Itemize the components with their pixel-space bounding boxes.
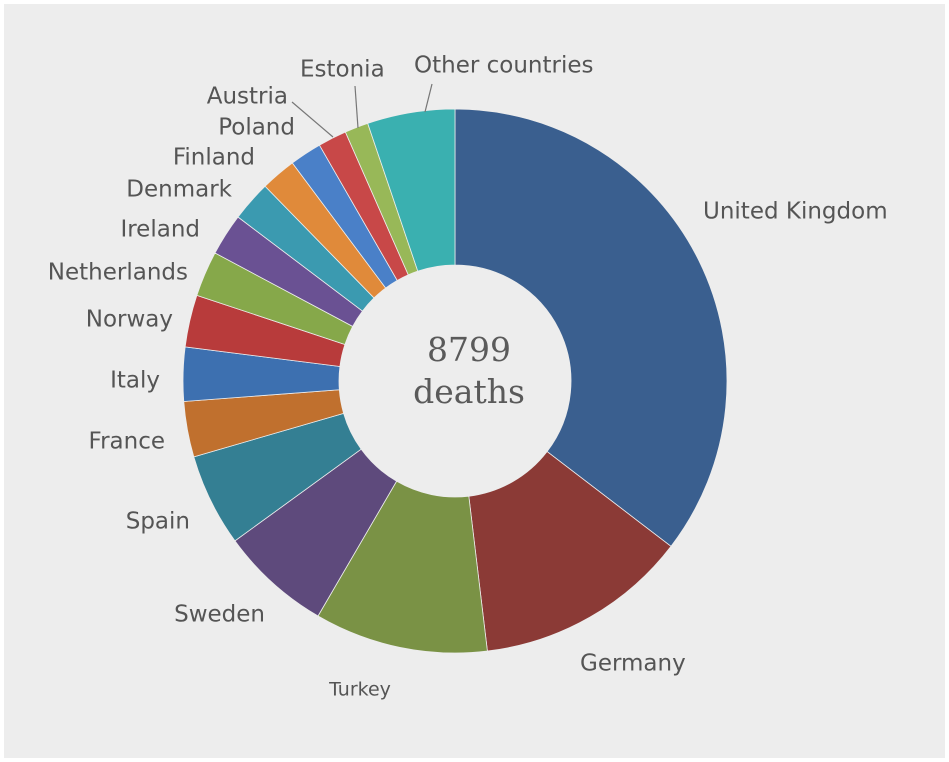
slice — [468, 450, 672, 652]
slice-label: Austria — [207, 84, 288, 110]
slice-label: Ireland — [120, 217, 200, 243]
slice-label: Norway — [86, 307, 173, 333]
slice — [367, 108, 456, 272]
slice-label: Netherlands — [48, 260, 188, 286]
slice-label: France — [89, 429, 165, 455]
slice-label: Sweden — [174, 602, 265, 628]
slice-label: Denmark — [126, 177, 232, 203]
slice-label: Estonia — [300, 57, 385, 83]
slice-label: Turkey — [328, 679, 391, 701]
slice-label: Other countries — [414, 53, 594, 79]
slice-label: Poland — [218, 115, 295, 141]
slice-label: Spain — [126, 509, 190, 535]
leader-line — [424, 83, 433, 113]
donut — [182, 108, 728, 654]
total: 8799 — [427, 330, 511, 369]
slice-label: Italy — [110, 368, 160, 394]
leader-line — [354, 85, 359, 129]
slice-label: Germany — [580, 651, 686, 677]
slice-label: United Kingdom — [703, 199, 888, 225]
slice — [454, 108, 728, 547]
slice-label: Finland — [173, 145, 255, 171]
total-label: deaths — [413, 372, 525, 411]
labels: United Kingdom Germany Turkey Sweden Spain Fr… — [48, 53, 888, 701]
leader-line — [291, 101, 334, 138]
